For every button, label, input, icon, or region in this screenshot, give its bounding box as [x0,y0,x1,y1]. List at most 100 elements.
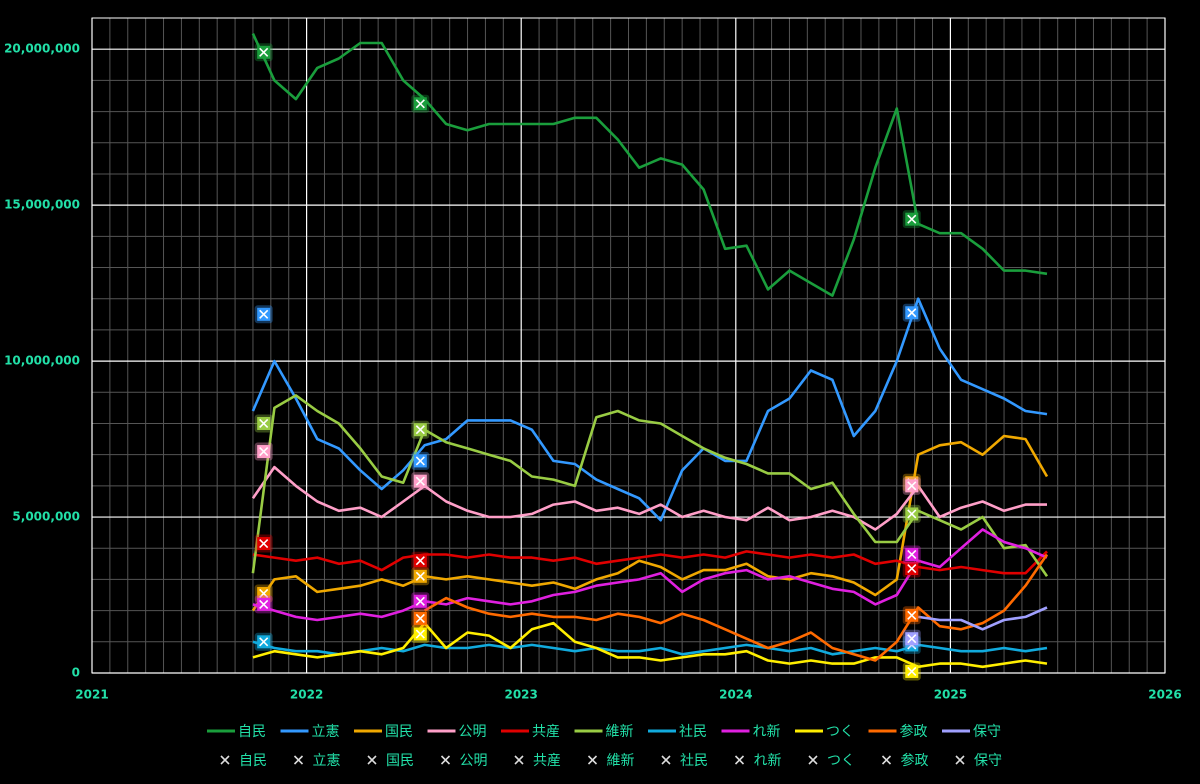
marker-cross [259,446,269,457]
marker [411,609,430,628]
marker-cross [415,629,425,639]
marker [411,567,430,586]
legend-label: 共産 [532,724,560,740]
grid: 2021 2022 2023 2024 2025 2026 0 5,000,000 10,000… [4,17,1182,702]
marker-cross [259,47,269,57]
marker [411,551,430,570]
marker-cross [259,637,269,647]
legend-label: 参政 [901,752,929,769]
legend-label: 自民 [238,724,266,740]
marker [254,43,273,62]
legend-cross [808,755,818,765]
marker-cross [907,634,917,644]
marker-cross [907,214,917,224]
legend-label: つく [827,753,855,769]
marker [254,632,273,651]
marker [254,442,273,461]
marker-cross [907,610,917,620]
series-line [423,553,1049,662]
x-tick-label: 2025 [934,688,967,702]
legend-label: れ新 [754,753,782,769]
legend-label: 参政 [900,723,928,740]
legend-label: 国民 [386,753,414,769]
marker-cross [415,613,425,623]
legend-label: 公明 [459,724,487,740]
legend-label: 維新 [607,753,635,769]
legend-label: 立憲 [312,723,340,740]
y-tick-label: 10,000,000 [4,354,80,368]
marker-cross [415,476,425,486]
legend-cross [367,755,377,765]
marker [411,592,430,611]
y-tick-label: 20,000,000 [4,42,80,56]
marker-cross [907,308,917,318]
legend-label: 公明 [460,753,488,769]
marker-cross [415,456,425,466]
marker [902,559,921,578]
legend-label: 社民 [679,724,707,740]
marker-cross [907,563,917,574]
x-tick-label: 2026 [1148,688,1181,702]
plot-border [91,17,1166,674]
legend-label: 立憲 [313,752,341,769]
marker [411,94,430,113]
x-tick-label: 2022 [290,688,323,702]
marker [254,414,273,433]
marker [902,606,921,625]
legend-label: つく [826,724,854,740]
marker [902,662,921,681]
marker [411,420,430,439]
y-tick-label: 5,000,000 [12,510,80,524]
marker-cross [415,99,425,109]
marker [411,472,430,491]
marker-cross [415,556,425,566]
marker [902,504,921,523]
marker [902,303,921,322]
marker-cross [415,425,425,435]
marker-cross [907,666,917,677]
marker-cross [415,596,425,606]
legend-label: 社民 [680,753,708,769]
legend-label: 保守 [973,724,1001,740]
x-tick-label: 2021 [75,688,108,702]
marker [254,534,273,553]
legend-cross [220,755,230,765]
marker-cross [907,481,917,491]
legend-cross [514,755,524,765]
marker [902,629,921,648]
marker-cross [259,588,269,599]
series-line [918,606,1048,631]
series-line [251,434,1049,612]
legend-label: 保守 [974,753,1002,769]
legend-cross [881,755,892,765]
marker-cross [259,599,269,609]
legend-cross [293,755,304,765]
marker [411,625,430,644]
legend-cross [955,755,965,765]
markers [254,43,921,681]
marker-cross [259,309,269,319]
y-tick-label: 15,000,000 [4,198,80,212]
series-line [251,33,1048,297]
legend-cross [734,755,745,765]
marker [902,476,921,495]
marker-cross [259,538,269,549]
x-tick-label: 2023 [504,688,537,702]
marker [254,305,273,324]
legend-label: れ新 [753,724,781,740]
y-tick-label: 0 [72,666,80,680]
legend-cross [661,755,671,765]
legend-label: 自民 [239,753,267,769]
marker [254,595,273,614]
legend-cross [587,755,598,765]
marker-cross [259,418,269,429]
marker-cross [907,509,917,519]
marker-cross [907,549,917,560]
marker [411,451,430,470]
marker [902,210,921,229]
legend-label: 共産 [533,753,561,769]
legend-cross [440,755,451,765]
x-tick-label: 2024 [719,688,752,702]
